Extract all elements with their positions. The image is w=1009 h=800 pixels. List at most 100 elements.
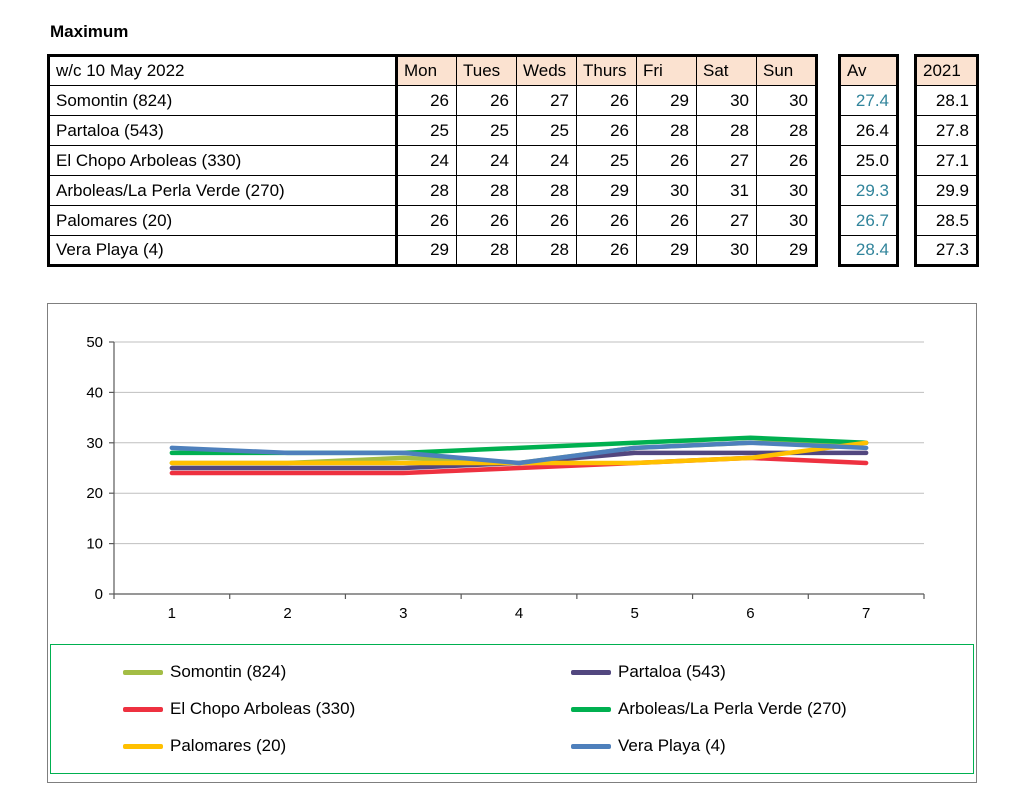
data-tables: w/c 10 May 2022 Mon Tues Weds Thurs Fri Sat Su… [47, 54, 979, 267]
week-table: w/c 10 May 2022 Mon Tues Weds Thurs Fri Sat Su… [47, 54, 818, 267]
x-axis-tick-label: 7 [862, 605, 870, 622]
day-value-cell: 25 [576, 145, 637, 176]
day-header: Tues [456, 55, 517, 86]
day-value-cell: 26 [576, 115, 637, 146]
day-value-cell: 25 [516, 115, 577, 146]
day-value-cell: 28 [456, 175, 517, 206]
prev-year-value-cell: 27.8 [915, 115, 978, 146]
page-title: Maximum [50, 22, 129, 41]
location-name-cell: Somontin (824) [48, 85, 398, 116]
location-name-cell: Arboleas/La Perla Verde (270) [48, 175, 398, 206]
x-axis-tick-label: 4 [515, 605, 523, 622]
day-value-cell: 30 [636, 175, 697, 206]
day-value-cell: 28 [636, 115, 697, 146]
average-header-cell: Av [839, 55, 898, 86]
day-header: Thurs [576, 55, 637, 86]
legend-line-swatch [123, 669, 163, 675]
table-row: Vera Playa (4) 29 28 28 26 29 30 29 [48, 235, 817, 266]
prev-year-header-cell: 2021 [915, 55, 978, 86]
day-value-cell: 24 [396, 145, 457, 176]
day-value-cell: 30 [756, 205, 817, 236]
location-name-cell: Palomares (20) [48, 205, 398, 236]
table-row: Arboleas/La Perla Verde (270) 28 28 28 29 30 3… [48, 175, 817, 206]
temperature-chart: 0 10 20 30 40 50 1 2 3 4 5 6 7 Somontin (824) Partalo… [47, 303, 977, 783]
legend-label: El Chopo Arboleas (330) [170, 699, 356, 718]
y-axis-tick-label: 40 [86, 384, 103, 401]
day-value-cell: 31 [696, 175, 757, 206]
x-axis-tick-label: 2 [283, 605, 291, 622]
x-axis-tick-label: 5 [631, 605, 639, 622]
day-value-cell: 26 [396, 205, 457, 236]
day-value-cell: 26 [756, 145, 817, 176]
prev-year-table: 2021 28.1 27.8 27.1 29.9 28.5 27.3 [914, 54, 979, 267]
legend-label: Arboleas/La Perla Verde (270) [618, 699, 847, 718]
average-value-cell: 28.4 [839, 235, 898, 266]
day-value-cell: 25 [456, 115, 517, 146]
legend-item: Arboleas/La Perla Verde (270) [571, 699, 973, 719]
location-name-cell: Partaloa (543) [48, 115, 398, 146]
legend-line-swatch [123, 706, 163, 712]
x-axis-tick-label: 3 [399, 605, 407, 622]
day-value-cell: 27 [696, 205, 757, 236]
table-row: Palomares (20) 26 26 26 26 26 27 30 [48, 205, 817, 236]
prev-year-value-cell: 27.1 [915, 145, 978, 176]
prev-year-value-cell: 28.5 [915, 205, 978, 236]
day-header: Sun [756, 55, 817, 86]
day-value-cell: 30 [696, 85, 757, 116]
table-row: Somontin (824) 26 26 27 26 29 30 30 [48, 85, 817, 116]
day-value-cell: 28 [756, 115, 817, 146]
legend-label: Vera Playa (4) [618, 736, 726, 755]
prev-year-value-cell: 28.1 [915, 85, 978, 116]
day-header: Fri [636, 55, 697, 86]
x-axis-tick-label: 6 [746, 605, 754, 622]
day-value-cell: 30 [756, 175, 817, 206]
legend-label: Partaloa (543) [618, 662, 726, 681]
day-value-cell: 28 [396, 175, 457, 206]
day-value-cell: 28 [456, 235, 517, 266]
prev-year-value-cell: 29.9 [915, 175, 978, 206]
series-line [169, 455, 869, 476]
day-value-cell: 24 [456, 145, 517, 176]
y-axis-tick-label: 0 [95, 586, 103, 603]
day-value-cell: 26 [456, 85, 517, 116]
day-value-cell: 27 [696, 145, 757, 176]
legend-label: Somontin (824) [170, 662, 287, 681]
day-value-cell: 28 [696, 115, 757, 146]
day-value-cell: 30 [696, 235, 757, 266]
average-value-cell: 26.7 [839, 205, 898, 236]
x-axis-tick-label: 1 [168, 605, 176, 622]
day-value-cell: 30 [756, 85, 817, 116]
day-value-cell: 29 [756, 235, 817, 266]
location-name-cell: Vera Playa (4) [48, 235, 398, 266]
average-table-body: 27.4 26.4 25.0 29.3 26.7 28.4 [839, 85, 898, 266]
legend-line-swatch [571, 743, 611, 749]
day-value-cell: 29 [636, 235, 697, 266]
day-header: Mon [396, 55, 457, 86]
day-value-cell: 26 [576, 85, 637, 116]
legend-line-swatch [123, 743, 163, 749]
day-value-cell: 29 [396, 235, 457, 266]
day-value-cell: 28 [516, 175, 577, 206]
legend-label: Palomares (20) [170, 736, 287, 755]
day-value-cell: 26 [636, 145, 697, 176]
day-value-cell: 25 [396, 115, 457, 146]
chart-legend: Somontin (824) Partaloa (543) El Chopo Arb… [50, 644, 974, 774]
legend-line-swatch [571, 669, 611, 675]
day-value-cell: 26 [456, 205, 517, 236]
table-row: Partaloa (543) 25 25 25 26 28 28 28 [48, 115, 817, 146]
y-axis-tick-label: 20 [86, 485, 103, 502]
average-value-cell: 29.3 [839, 175, 898, 206]
legend-item: Partaloa (543) [571, 662, 973, 682]
day-header: Weds [516, 55, 577, 86]
prev-year-value-cell: 27.3 [915, 235, 978, 266]
table-row: El Chopo Arboleas (330) 24 24 24 25 26 27 26 [48, 145, 817, 176]
average-value-cell: 26.4 [839, 115, 898, 146]
day-header: Sat [696, 55, 757, 86]
day-value-cell: 24 [516, 145, 577, 176]
day-value-cell: 26 [396, 85, 457, 116]
day-value-cell: 28 [516, 235, 577, 266]
legend-item: Palomares (20) [123, 736, 571, 756]
day-value-cell: 26 [516, 205, 577, 236]
day-value-cell: 26 [636, 205, 697, 236]
day-value-cell: 29 [576, 175, 637, 206]
